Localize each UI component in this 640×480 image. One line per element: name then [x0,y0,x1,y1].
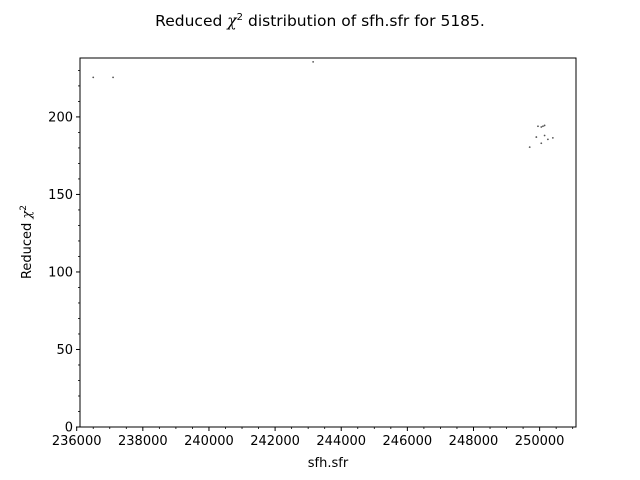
x-tick-label: 240000 [184,434,234,449]
data-point [546,138,549,141]
data-point [535,136,538,138]
chart-title-symbol: χ [226,12,238,30]
x-tick-label: 246000 [383,434,433,449]
x-tick-label: 236000 [52,434,102,449]
x-tick-label: 248000 [449,434,499,449]
chart-title-suffix: distribution of sfh.sfr for 5185. [243,12,485,30]
data-point [551,136,554,139]
data-point [543,134,546,137]
y-tick-label: 200 [48,110,73,125]
data-point [543,124,546,127]
data-point [528,146,531,149]
data-point [540,142,543,145]
x-tick-label: 250000 [515,434,565,449]
data-point [542,125,544,128]
x-axis-label: sfh.sfr [308,456,349,471]
x-tick-label: 242000 [250,434,300,449]
y-axis-label-exponent: 2 [19,205,29,211]
y-tick-label: 50 [56,343,73,358]
data-point [92,76,95,79]
data-point [312,60,315,63]
plot-area [79,57,577,428]
chart-title: Reduced χ2 distribution of sfh.sfr for 5… [155,12,485,30]
scatter-series [92,60,554,149]
data-point [112,76,114,79]
y-axis-label: Reduced χ2 [19,205,35,279]
y-axis-label-symbol: χ [20,210,35,220]
chart-title-prefix: Reduced [155,12,227,30]
chart-title-exponent: 2 [237,12,243,23]
x-axis: 236000 238000 240000 242000 244000 246000 2480… [52,427,574,449]
y-tick-label: 0 [65,421,73,436]
y-axis-label-prefix: Reduced [20,219,35,279]
y-axis: 0 50 100 150 200 [48,70,80,436]
y-tick-label: 150 [48,188,73,203]
x-tick-label: 244000 [316,434,366,449]
x-tick-label: 238000 [118,434,168,449]
data-point [537,125,539,128]
data-point [540,126,543,128]
y-tick-label: 100 [48,265,73,280]
